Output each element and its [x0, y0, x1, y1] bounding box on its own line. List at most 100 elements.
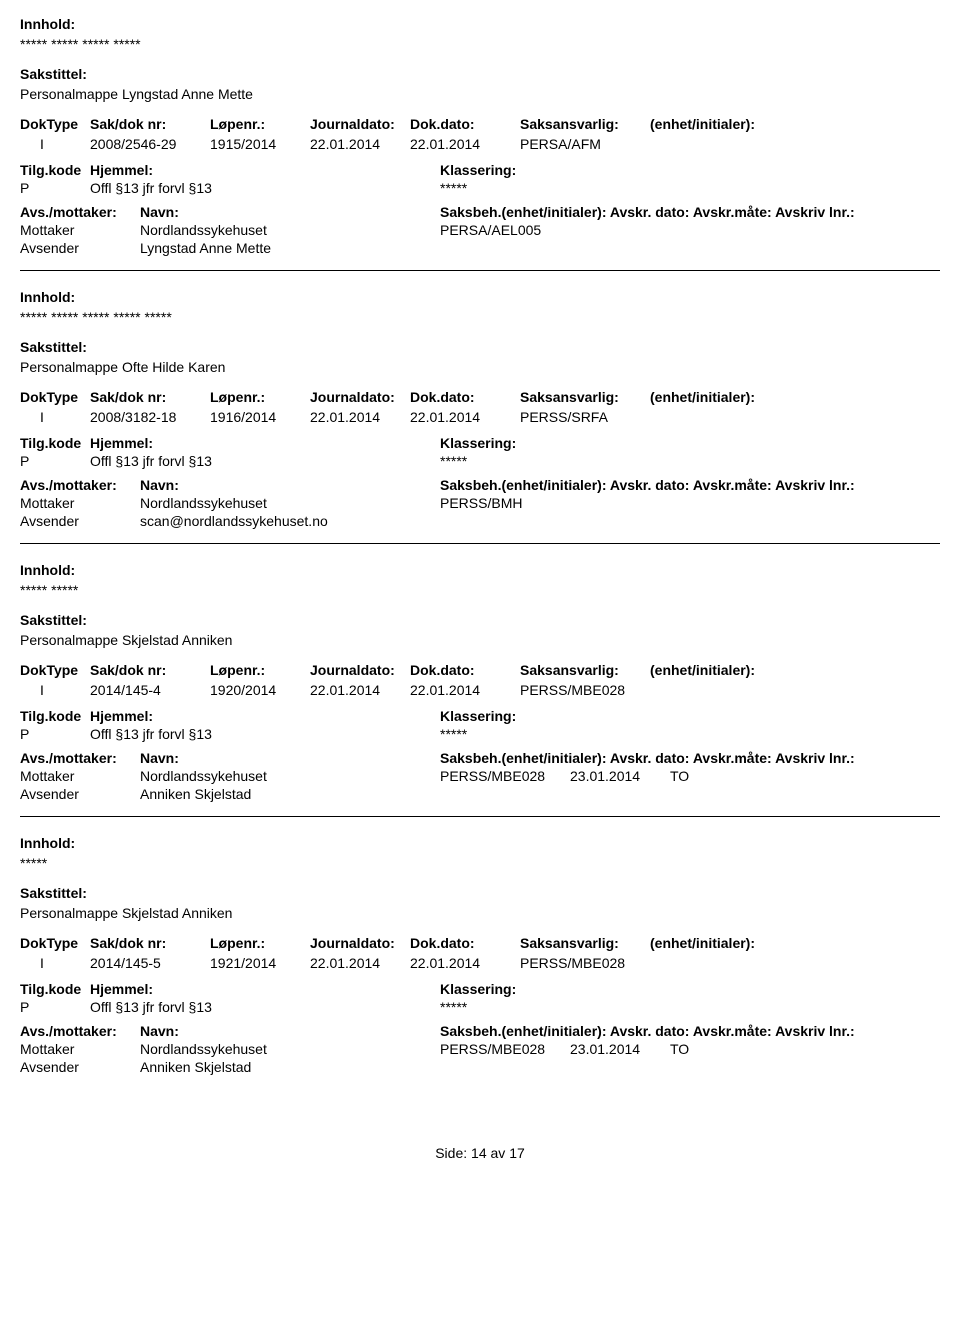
mottaker-row: Mottaker Nordlandssykehuset PERSS/BMH	[20, 495, 940, 511]
avsender-label: Avsender	[20, 1059, 140, 1075]
doktype-value: I	[20, 682, 90, 698]
klassering-value: *****	[440, 180, 467, 196]
innhold-stars: *****	[20, 855, 940, 871]
avsender-row: Avsender Anniken Skjelstad	[20, 786, 940, 802]
klassering-header: Klassering:	[440, 708, 516, 724]
saksbeh-value: PERSA/AEL005	[440, 222, 570, 238]
hjemmel-header: Hjemmel:	[90, 981, 440, 997]
hjemmel-values: P Offl §13 jfr forvl §13 *****	[20, 453, 940, 469]
sakstittel-label: Sakstittel:	[20, 66, 940, 82]
doktype-header: DokType	[20, 389, 90, 405]
saksansvarlig-header: Saksansvarlig:	[520, 389, 650, 405]
doktype-value: I	[20, 136, 90, 152]
doktype-header: DokType	[20, 662, 90, 678]
journaldato-value: 22.01.2014	[310, 136, 410, 152]
doc-headers: DokType Sak/dok nr: Løpenr.: Journaldato…	[20, 389, 940, 405]
avskrdato-value: 23.01.2014	[570, 1041, 670, 1057]
lopenr-header: Løpenr.:	[210, 935, 310, 951]
avskrmate-value: TO	[670, 1041, 770, 1057]
avsender-row: Avsender scan@nordlandssykehuset.no	[20, 513, 940, 529]
tilgkode-header: Tilg.kode	[20, 708, 90, 724]
saksansvarlig-header: Saksansvarlig:	[520, 935, 650, 951]
record-separator	[20, 543, 940, 544]
avs-headers: Avs./mottaker: Navn: Saksbeh.(enhet/init…	[20, 204, 940, 220]
record-separator	[20, 816, 940, 817]
sakdoknr-value: 2008/2546-29	[90, 136, 210, 152]
avs-headers: Avs./mottaker: Navn: Saksbeh.(enhet/init…	[20, 1023, 940, 1039]
sakdoknr-header: Sak/dok nr:	[90, 389, 210, 405]
enhetinit-header: (enhet/initialer):	[650, 935, 800, 951]
tilgkode-header: Tilg.kode	[20, 981, 90, 997]
avsender-row: Avsender Lyngstad Anne Mette	[20, 240, 940, 256]
mottaker-row: Mottaker Nordlandssykehuset PERSS/MBE028…	[20, 768, 940, 784]
saksansvarlig-value: PERSS/MBE028	[520, 955, 650, 971]
side-label: Side:	[435, 1145, 467, 1161]
hjemmel-values: P Offl §13 jfr forvl §13 *****	[20, 999, 940, 1015]
hjemmel-headers: Tilg.kode Hjemmel: Klassering:	[20, 981, 940, 997]
doc-headers: DokType Sak/dok nr: Løpenr.: Journaldato…	[20, 935, 940, 951]
tilgkode-value: P	[20, 453, 90, 469]
doktype-header: DokType	[20, 935, 90, 951]
avs-headers: Avs./mottaker: Navn: Saksbeh.(enhet/init…	[20, 750, 940, 766]
mottaker-row: Mottaker Nordlandssykehuset PERSA/AEL005	[20, 222, 940, 238]
hjemmel-value: Offl §13 jfr forvl §13	[90, 453, 440, 469]
avsender-navn: Anniken Skjelstad	[140, 786, 440, 802]
doc-values: I 2014/145-4 1920/2014 22.01.2014 22.01.…	[20, 682, 940, 698]
page-current: 14	[471, 1145, 487, 1161]
avskrdato-value	[570, 495, 670, 511]
page-total: 17	[509, 1145, 525, 1161]
avskrdato-value	[570, 222, 670, 238]
hjemmel-values: P Offl §13 jfr forvl §13 *****	[20, 726, 940, 742]
avsender-navn: scan@nordlandssykehuset.no	[140, 513, 440, 529]
avskrdato-value: 23.01.2014	[570, 768, 670, 784]
avsender-navn: Anniken Skjelstad	[140, 1059, 440, 1075]
dokdato-value: 22.01.2014	[410, 955, 520, 971]
sakdoknr-value: 2014/145-5	[90, 955, 210, 971]
dokdato-value: 22.01.2014	[410, 682, 520, 698]
journal-record: Innhold: ***** ***** ***** ***** Sakstit…	[20, 10, 940, 266]
saksansvarlig-value: PERSS/MBE028	[520, 682, 650, 698]
page-footer: Side: 14 av 17	[20, 1145, 940, 1161]
dokdato-header: Dok.dato:	[410, 116, 520, 132]
records-container: Innhold: ***** ***** ***** ***** Sakstit…	[20, 10, 940, 1085]
avs-headers: Avs./mottaker: Navn: Saksbeh.(enhet/init…	[20, 477, 940, 493]
lopenr-value: 1916/2014	[210, 409, 310, 425]
mottaker-label: Mottaker	[20, 495, 140, 511]
saksbeh-value: PERSS/MBE028	[440, 1041, 570, 1057]
sakstittel-value: Personalmappe Skjelstad Anniken	[20, 905, 940, 921]
mottaker-row: Mottaker Nordlandssykehuset PERSS/MBE028…	[20, 1041, 940, 1057]
hjemmel-value: Offl §13 jfr forvl §13	[90, 999, 440, 1015]
doc-values: I 2008/3182-18 1916/2014 22.01.2014 22.0…	[20, 409, 940, 425]
lopenr-header: Løpenr.:	[210, 116, 310, 132]
tilgkode-header: Tilg.kode	[20, 162, 90, 178]
saksansvarlig-header: Saksansvarlig:	[520, 662, 650, 678]
navn-header: Navn:	[140, 204, 440, 220]
tilgkode-header: Tilg.kode	[20, 435, 90, 451]
avsmottaker-header: Avs./mottaker:	[20, 204, 140, 220]
mottaker-label: Mottaker	[20, 222, 140, 238]
navn-header: Navn:	[140, 477, 440, 493]
avsmottaker-header: Avs./mottaker:	[20, 1023, 140, 1039]
hjemmel-header: Hjemmel:	[90, 162, 440, 178]
sakstittel-value: Personalmappe Lyngstad Anne Mette	[20, 86, 940, 102]
av-label: av	[491, 1145, 506, 1161]
lopenr-header: Løpenr.:	[210, 389, 310, 405]
tilgkode-value: P	[20, 999, 90, 1015]
sakstittel-label: Sakstittel:	[20, 885, 940, 901]
sakdoknr-header: Sak/dok nr:	[90, 935, 210, 951]
tilgkode-value: P	[20, 180, 90, 196]
avskrmate-value	[670, 495, 770, 511]
doc-headers: DokType Sak/dok nr: Løpenr.: Journaldato…	[20, 116, 940, 132]
journaldato-value: 22.01.2014	[310, 682, 410, 698]
journal-record: Innhold: ***** ***** ***** ***** ***** S…	[20, 283, 940, 539]
hjemmel-headers: Tilg.kode Hjemmel: Klassering:	[20, 435, 940, 451]
avsender-row: Avsender Anniken Skjelstad	[20, 1059, 940, 1075]
doktype-value: I	[20, 409, 90, 425]
hjemmel-header: Hjemmel:	[90, 708, 440, 724]
doktype-value: I	[20, 955, 90, 971]
hjemmel-headers: Tilg.kode Hjemmel: Klassering:	[20, 162, 940, 178]
dokdato-header: Dok.dato:	[410, 662, 520, 678]
hjemmel-values: P Offl §13 jfr forvl §13 *****	[20, 180, 940, 196]
klassering-value: *****	[440, 726, 467, 742]
innhold-stars: ***** ***** ***** *****	[20, 36, 940, 52]
